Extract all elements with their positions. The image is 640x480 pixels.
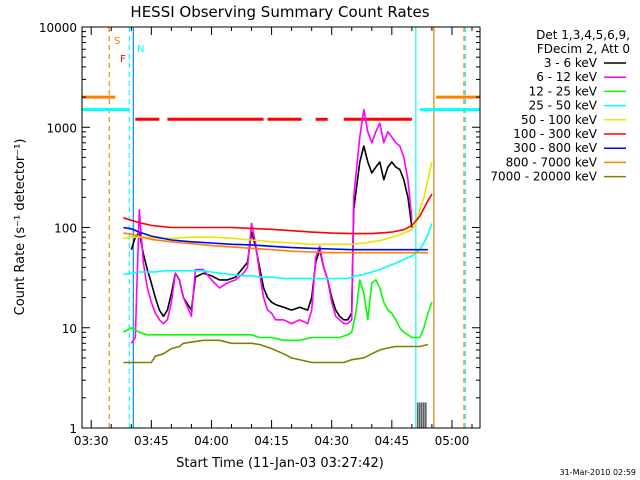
x-tick-label-0: 03:30 [74,434,109,448]
series-line-1 [130,108,413,344]
legend-label-0: 3 - 6 keV [544,56,598,70]
x-axis-label: Start Time (11-Jan-03 03:27:42) [176,456,384,471]
chart-title: HESSI Observing Summary Count Rates [130,3,429,21]
x-tick-label-3: 04:15 [254,434,289,448]
axes: 1 10 100 1000 10000 03:30 03:45 04:00 04:15 04:30… [39,21,481,448]
y-tick-label-0: 1 [69,422,77,436]
legend-label-4: 50 - 100 keV [521,113,598,127]
legend-label-6: 300 - 800 keV [513,141,597,155]
saa-flag-label: S [114,36,120,47]
legend-label-5: 100 - 300 keV [513,127,597,141]
legend-label-2: 12 - 25 keV [529,84,598,98]
legend: Det 1,3,4,5,6,9,FDecim 2, Att 03 - 6 keV… [490,28,630,184]
legend-header-0: Det 1,3,4,5,6,9, [536,28,630,42]
series-line-3 [123,223,433,280]
night-flag-label: N [137,44,144,55]
series-line-8 [123,339,429,364]
y-tick-label-2: 100 [54,222,77,236]
series-line-5 [123,193,433,235]
x-tick-label-1: 03:45 [134,434,169,448]
y-tick-label-4: 10000 [39,21,77,35]
legend-label-3: 25 - 50 keV [529,99,598,113]
legend-label-1: 6 - 12 keV [536,70,598,84]
series-line-0 [130,145,413,321]
series-line-7 [123,232,428,254]
x-tick-label-5: 04:45 [375,434,410,448]
legend-header-1: FDecim 2, Att 0 [537,42,630,56]
y-tick-label-3: 1000 [46,121,77,135]
plot-inner [82,27,480,428]
x-tick-label-2: 04:00 [194,434,229,448]
legend-label-7: 800 - 7000 keV [506,155,598,169]
series-line-2 [122,279,433,342]
series-line-6 [123,226,428,251]
y-axis-label: Count Rate (s⁻¹ detector⁻¹) [13,139,28,316]
x-tick-label-6: 05:00 [435,434,470,448]
x-tick-label-4: 04:30 [314,434,349,448]
legend-label-8: 7000 - 20000 keV [490,170,597,184]
footer-date: 31-Mar-2010 02:59 [560,468,637,477]
flare-flag-label: F [120,54,126,65]
y-tick-label-1: 10 [62,322,77,336]
plot-area: S NF [82,27,480,428]
